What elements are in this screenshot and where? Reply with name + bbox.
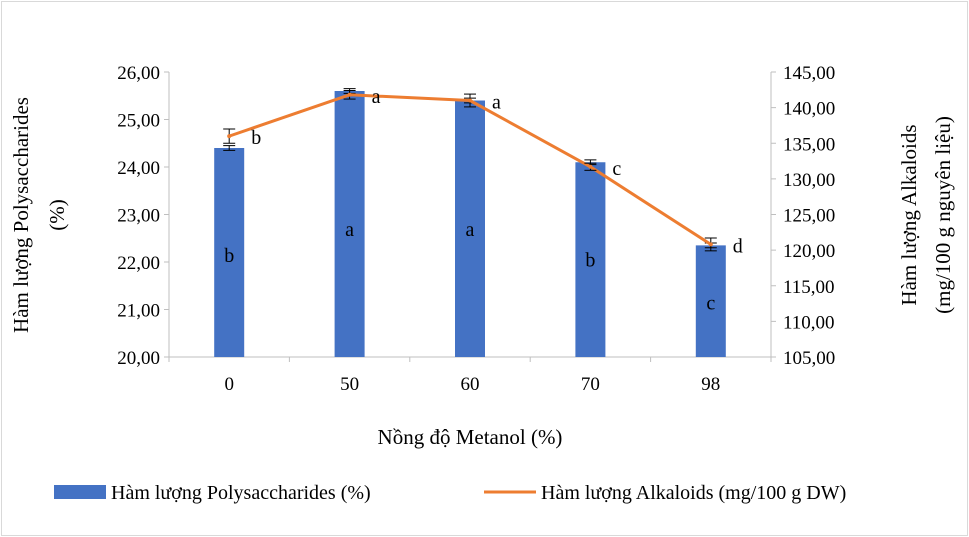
line-significance-letter: b <box>251 127 261 149</box>
x-tick-label: 50 <box>340 374 359 395</box>
bar-significance-letter: b <box>585 250 595 272</box>
right-tick-label: 145,00 <box>783 63 835 84</box>
alkaloids-point <box>708 242 713 247</box>
bar <box>575 162 606 357</box>
right-tick-label: 125,00 <box>783 206 835 227</box>
bar-significance-letter: b <box>224 245 234 267</box>
bar-significance-letter: a <box>345 219 354 241</box>
legend-label-polysaccharides: Hàm lượng Polysaccharides (%) <box>111 482 371 504</box>
line-significance-letter: a <box>492 92 501 114</box>
right-tick-label: 120,00 <box>783 241 835 262</box>
legend-swatch-polysaccharides <box>54 485 106 499</box>
alkaloids-point <box>468 98 472 103</box>
left-tick-label: 22,00 <box>117 253 160 274</box>
left-tick-label: 24,00 <box>117 158 160 179</box>
bar <box>695 245 726 357</box>
left-tick-label: 23,00 <box>117 206 160 227</box>
x-tick-label: 70 <box>581 374 600 395</box>
right-tick-label: 135,00 <box>783 134 835 155</box>
alkaloids-point <box>347 92 352 97</box>
bar-significance-letter: c <box>706 292 715 314</box>
x-tick-label: 60 <box>461 374 480 395</box>
line-significance-letter: c <box>612 158 621 180</box>
plot-area: 20,00 21,00 22,00 23,00 24,00 25,00 26,00 105,0… <box>117 63 835 395</box>
right-tick-label: 130,00 <box>783 170 835 191</box>
right-tick-label: 105,00 <box>783 348 835 369</box>
left-tick-label: 25,00 <box>117 111 160 132</box>
left-tick-label: 26,00 <box>117 63 160 84</box>
bar <box>334 91 365 357</box>
left-tick-label: 21,00 <box>117 301 160 322</box>
right-axis-title-line2: (mg/100 g nguyên liệu) <box>931 116 955 314</box>
x-tick-label: 98 <box>701 374 720 395</box>
bar <box>214 148 245 357</box>
x-tick-label: 0 <box>224 374 234 395</box>
right-tick-label: 140,00 <box>783 99 835 120</box>
line-significance-letter: d <box>733 235 743 257</box>
left-tick-label: 20,00 <box>117 348 160 369</box>
right-tick-label: 110,00 <box>783 312 835 333</box>
right-axis-title: Hàm lượng Alkaloids (mg/100 g nguyên liệ… <box>897 116 955 314</box>
legend: Hàm lượng Polysaccharides (%) Hàm lượng … <box>54 482 846 504</box>
bar <box>455 100 485 357</box>
x-axis-title: Nồng độ Metanol (%) <box>378 425 563 449</box>
legend-label-alkaloids: Hàm lượng Alkaloids (mg/100 g DW) <box>541 482 846 504</box>
left-axis-title-line1: Hàm lượng Polysaccharides <box>9 97 33 333</box>
left-axis-title: Hàm lượng Polysaccharides (%) <box>9 97 69 333</box>
alkaloids-point <box>227 134 232 139</box>
line-significance-letter: a <box>372 86 381 108</box>
left-axis-title-line2: (%) <box>45 199 69 230</box>
bar-significance-letter: a <box>466 219 475 241</box>
alkaloids-point <box>588 164 593 169</box>
right-axis-title-line1: Hàm lượng Alkaloids <box>897 124 921 305</box>
right-tick-label: 115,00 <box>783 277 835 298</box>
